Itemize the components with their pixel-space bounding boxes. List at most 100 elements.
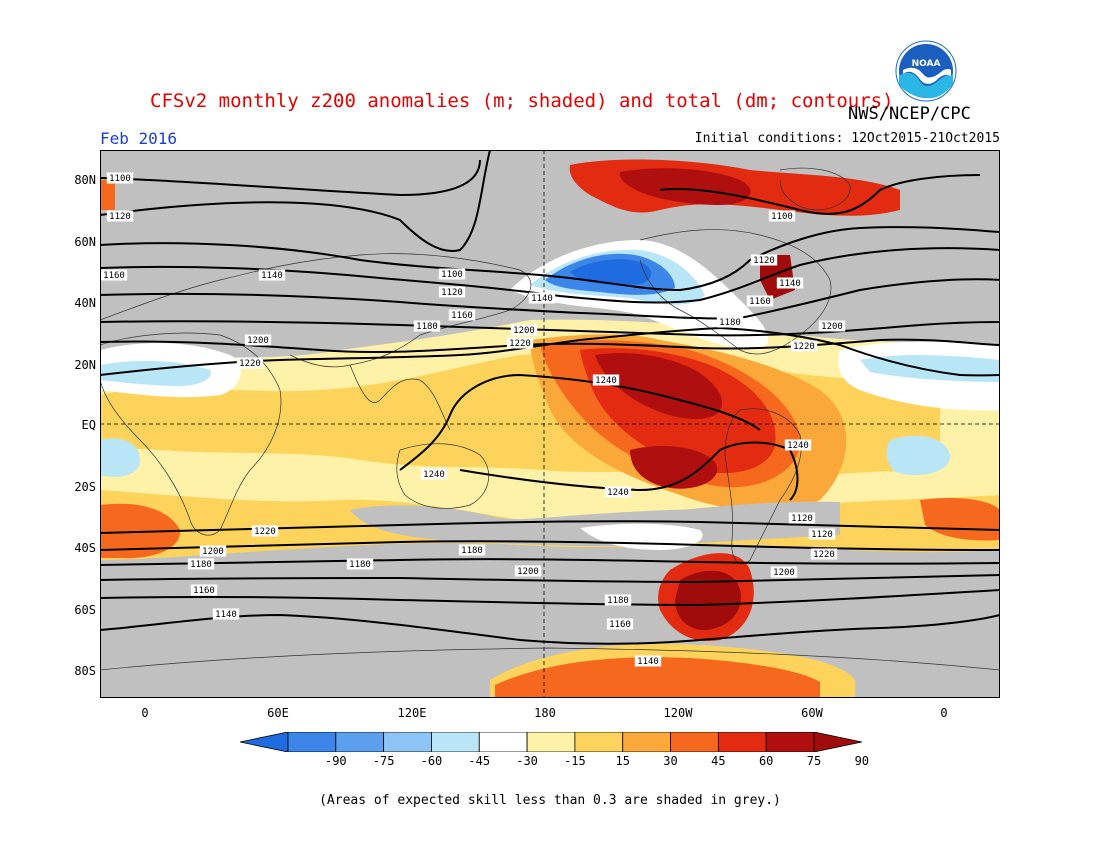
contour-label-bg	[808, 528, 836, 540]
contour-label-bg	[100, 269, 128, 281]
colorbar-label: -90	[324, 754, 347, 768]
contour-label: 1140	[779, 279, 801, 289]
colorbar-box	[622, 732, 671, 752]
lat-label-eq: EQ	[81, 418, 96, 432]
colorbar	[240, 732, 862, 752]
contour-label-bg	[106, 172, 134, 184]
contour-label: 1160	[451, 311, 473, 321]
colorbar-label: 60	[758, 754, 774, 768]
lon-label-120e: 120E	[397, 706, 427, 720]
anomaly-shading-southern-grey	[350, 501, 840, 547]
contour-label-bg	[438, 268, 466, 280]
map-frame	[100, 150, 1000, 698]
contour-label: 1200	[821, 322, 843, 332]
contour-label-bg	[604, 594, 632, 606]
contour-label: 1120	[109, 212, 131, 222]
contour-label-bg	[514, 565, 542, 577]
contour-label-bg	[776, 277, 804, 289]
contour-label: 1240	[423, 470, 445, 480]
contour-label-bg	[187, 558, 215, 570]
colorbar-box	[431, 732, 480, 752]
colorbar-box	[335, 732, 385, 752]
contour-label-bg	[448, 309, 476, 321]
contour-label: 1180	[190, 560, 212, 570]
lon-label-0-east: 0	[940, 706, 948, 720]
contour-label-bg	[788, 512, 816, 524]
contour-label: 1140	[261, 271, 283, 281]
lon-label-180: 180	[534, 706, 556, 720]
lat-label-80s: 80S	[74, 664, 96, 678]
contour-label: 1200	[517, 567, 539, 577]
colorbar-label: 90	[854, 754, 870, 768]
anomaly-shading-edge	[100, 180, 115, 210]
contour-label: 1240	[595, 376, 617, 386]
contour-label-bg	[506, 337, 534, 349]
lon-label-60e: 60E	[267, 706, 289, 720]
colorbar-label: 15	[615, 754, 630, 768]
contour-label-bg	[458, 544, 486, 556]
contour-label: 1200	[773, 568, 795, 578]
colorbar-label: 30	[663, 754, 678, 768]
colorbar-box	[574, 732, 624, 752]
contour-label-bg	[510, 324, 538, 336]
initial-conditions: Initial conditions: 12Oct2015-21Oct2015	[694, 131, 1000, 146]
contour-label-bg	[236, 357, 264, 369]
contour-label-bg	[606, 618, 634, 630]
colorbar-label: -30	[516, 754, 538, 768]
contour-label-bg	[438, 286, 466, 298]
chart-title: CFSv2 monthly z200 anomalies (m; shaded)…	[150, 90, 894, 112]
colorbar-arrow-left	[240, 732, 289, 752]
contour-label: 1220	[254, 527, 276, 537]
contour-label: 1220	[239, 359, 261, 369]
contour-label-bg	[716, 316, 744, 328]
contour-label-bg	[592, 374, 620, 386]
lat-label-60n: 60N	[74, 235, 96, 249]
contour-label: 1200	[247, 336, 269, 346]
contour-label-bg	[750, 254, 778, 266]
contour-label-bg	[190, 584, 218, 596]
contour-label: 1220	[509, 339, 531, 349]
contour-label: 1180	[607, 596, 629, 606]
contour-label: 1120	[753, 256, 775, 266]
contour-label: 1160	[193, 586, 215, 596]
contour-label-bg	[346, 558, 374, 570]
anomaly-shading-negative-deep	[570, 259, 652, 285]
contour-label: 1100	[109, 174, 131, 184]
contour-label-bg	[199, 545, 227, 557]
lat-label-40n: 40N	[74, 296, 96, 310]
contour-label: 1120	[811, 530, 833, 540]
lat-label-20s: 20S	[74, 480, 96, 494]
contour-label: 1180	[719, 318, 741, 328]
contour-label: 1100	[441, 270, 463, 280]
contour-label: 1180	[349, 560, 371, 570]
contour-label-bg	[420, 468, 448, 480]
contour-label: 1220	[813, 550, 835, 560]
anomaly-shading-dark-red-south	[630, 446, 718, 489]
contour-label: 1140	[215, 610, 237, 620]
skill-note: (Areas of expected skill less than 0.3 a…	[319, 793, 781, 808]
contour-label-bg	[413, 320, 441, 332]
contour-label-bg	[818, 320, 846, 332]
contour-label-bg	[634, 655, 662, 667]
contour-label: 1240	[787, 441, 809, 451]
anomaly-shading-blue-pocket-west	[100, 438, 140, 477]
contour-label-bg	[768, 210, 796, 222]
colorbar-label: -75	[372, 754, 395, 768]
lon-label-120w: 120W	[663, 706, 693, 720]
lat-label-60s: 60S	[74, 603, 96, 617]
lat-label-40s: 40S	[74, 541, 96, 555]
contour-label-bg	[212, 608, 240, 620]
colorbar-box	[287, 732, 337, 752]
contour-label: 1100	[771, 212, 793, 222]
contour-label-bg	[251, 525, 279, 537]
anomaly-map: 1100 1120 1160 1140 1100 1120 1160 1180 1140 1200…	[100, 150, 1000, 698]
colorbar-label: -45	[468, 754, 491, 768]
colorbar-arrow-right	[813, 732, 862, 752]
contour-label: 1180	[416, 322, 438, 332]
colorbar-box	[765, 732, 815, 752]
contour-label: 1180	[461, 546, 483, 556]
contour-label-bg	[746, 295, 774, 307]
colorbar-box	[526, 732, 576, 752]
contour-label-bg	[244, 334, 272, 346]
lat-label-20n: 20N	[74, 358, 96, 372]
